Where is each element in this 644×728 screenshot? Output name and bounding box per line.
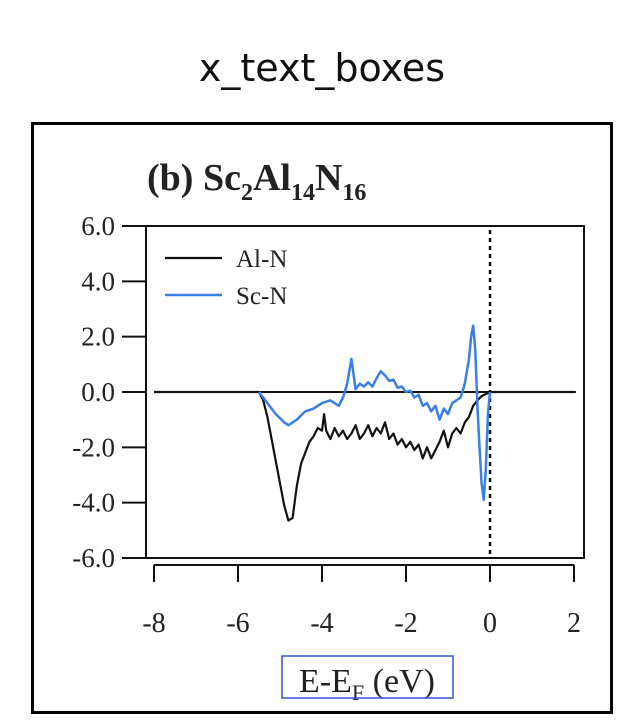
chart-title-prefix: (b): [147, 157, 203, 199]
legend-label-sc-n: Sc-N: [236, 283, 287, 310]
y-tick-label: 2.0: [81, 322, 115, 352]
series-line-sc-n: [258, 324, 492, 502]
chart-title: (b) Sc2Al14N16: [147, 157, 366, 206]
legend-label-al-n: Al-N: [236, 246, 287, 273]
chart-title-part: 14: [291, 180, 315, 206]
x-tick-label: -4: [310, 608, 333, 639]
chart-title-formula: Sc2Al14N16: [203, 157, 366, 206]
y-tick-label: 6.0: [81, 211, 115, 241]
chart-title-part: Al: [253, 157, 291, 199]
chart-title-part: 2: [241, 180, 253, 206]
y-axis: 6.0 4.0 2.0 0.0 -2.0 -4.0 -6.0: [72, 211, 146, 573]
series-line-al-n: [154, 390, 574, 522]
x-tick-label: -6: [226, 608, 249, 639]
x-axis: -8 -6 -4 -2 0 2: [142, 564, 581, 639]
y-tick-label: -2.0: [72, 432, 115, 462]
chart-title-part: Sc: [203, 157, 241, 199]
chart-title-part: 16: [342, 180, 366, 206]
x-tick-label: -8: [142, 608, 165, 639]
image-frame: [31, 122, 613, 714]
x-axis-label-unit: (eV): [364, 663, 435, 700]
x-label-highlight-box: [281, 655, 454, 699]
x-tick-label: 2: [567, 608, 581, 639]
y-tick-label: 0.0: [81, 377, 115, 407]
x-axis-label-sub: F: [352, 680, 364, 705]
chart-title-part: N: [315, 157, 342, 199]
x-tick-label: -2: [394, 608, 417, 639]
x-axis-label-main: E-E: [299, 663, 352, 700]
figure-header: x_text_boxes: [198, 46, 446, 90]
y-tick-label: -4.0: [72, 488, 115, 518]
y-tick-label: 4.0: [81, 266, 115, 296]
x-axis-label: E-EF (eV): [299, 663, 435, 705]
x-tick-label: 0: [483, 608, 497, 639]
y-tick-label: -6.0: [72, 543, 115, 573]
legend: Al-N Sc-N: [165, 246, 287, 310]
